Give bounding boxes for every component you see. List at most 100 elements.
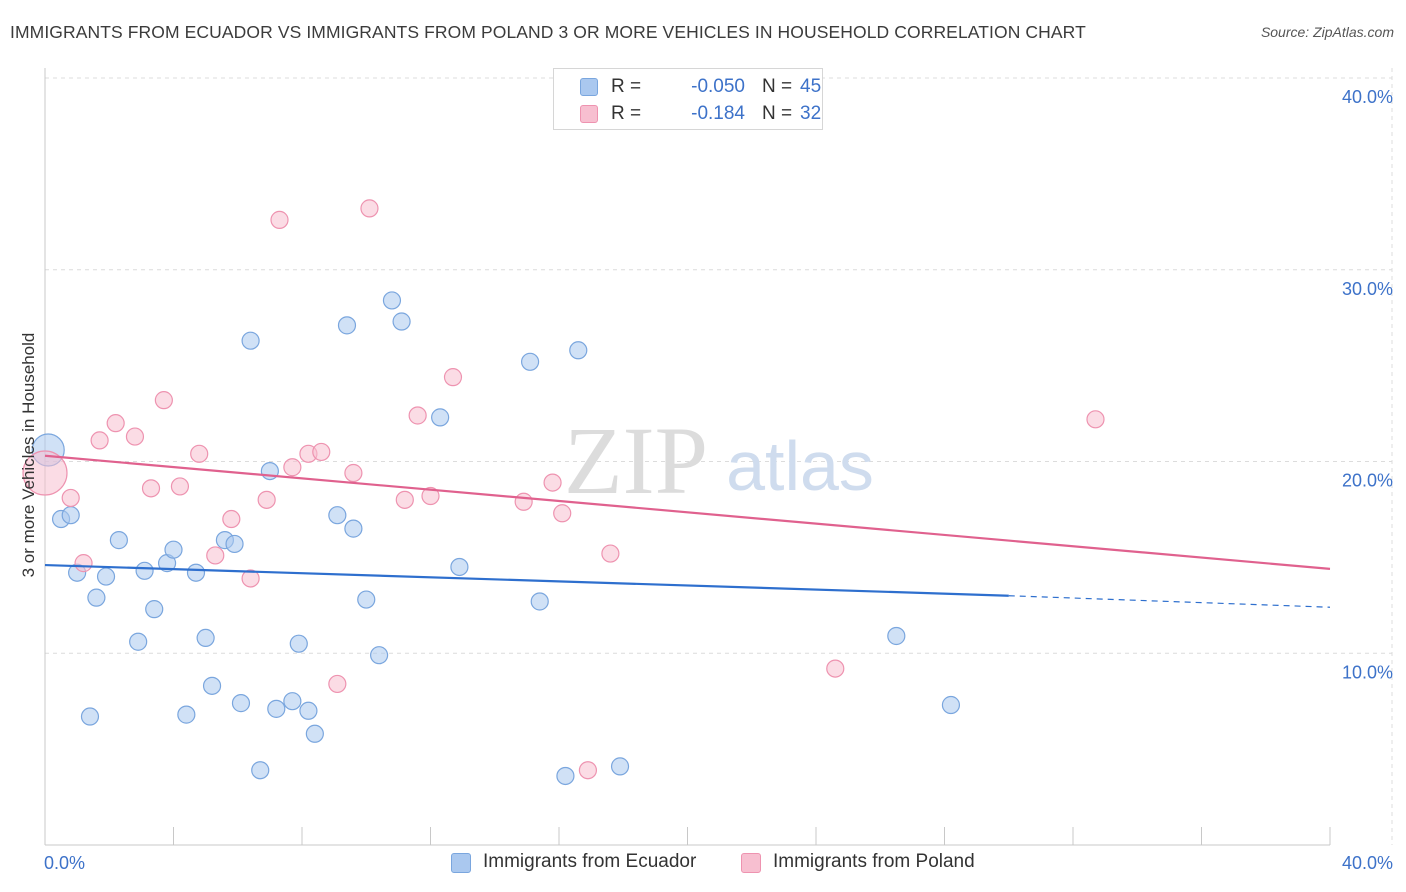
watermark: ZIP atlas bbox=[564, 407, 874, 514]
point-poland bbox=[408, 406, 427, 425]
point-poland bbox=[360, 199, 379, 218]
legend-n-label: N = bbox=[762, 76, 793, 97]
point-poland bbox=[270, 210, 289, 229]
point-poland bbox=[344, 463, 363, 483]
point-ecuador bbox=[530, 592, 549, 611]
point-poland bbox=[543, 473, 562, 492]
point-poland bbox=[90, 431, 109, 450]
point-ecuador bbox=[96, 567, 116, 586]
point-ecuador bbox=[941, 695, 961, 715]
y-tick-label: 40.0% bbox=[1342, 87, 1393, 107]
point-poland bbox=[141, 479, 161, 498]
point-ecuador bbox=[145, 600, 164, 619]
point-poland bbox=[578, 761, 598, 780]
point-ecuador bbox=[135, 561, 154, 580]
point-ecuador bbox=[357, 590, 376, 609]
point-ecuador bbox=[129, 632, 148, 651]
legend-r-label: R = bbox=[611, 103, 642, 124]
point-poland bbox=[514, 492, 533, 511]
stats-legend: R = -0.050 N = 45 R = -0.184 N = 32 bbox=[553, 68, 823, 130]
point-poland bbox=[395, 490, 414, 509]
legend-r-value: -0.184 bbox=[691, 103, 745, 124]
tick-labels: 10.0% 20.0% 30.0% 40.0% 0.0% 40.0% bbox=[44, 87, 1393, 873]
point-poland bbox=[312, 442, 331, 462]
point-ecuador bbox=[520, 352, 540, 371]
trend-lines bbox=[44, 454, 1331, 608]
point-poland bbox=[125, 427, 145, 446]
point-poland bbox=[154, 391, 173, 410]
point-poland bbox=[283, 458, 302, 477]
point-poland bbox=[1086, 410, 1105, 429]
point-ecuador bbox=[202, 676, 222, 695]
grid-lines bbox=[45, 68, 1393, 845]
legend-swatch-poland bbox=[580, 105, 598, 123]
point-ecuador bbox=[231, 694, 251, 713]
legend-swatch-ecuador bbox=[580, 78, 598, 96]
legend-r-value: -0.050 bbox=[691, 76, 745, 97]
point-poland bbox=[61, 488, 80, 508]
x-tick-label: 0.0% bbox=[44, 853, 85, 873]
point-poland bbox=[443, 368, 463, 387]
point-ecuador bbox=[344, 519, 363, 538]
point-ecuador bbox=[87, 588, 106, 607]
point-poland bbox=[190, 444, 209, 463]
point-poland bbox=[601, 544, 620, 563]
point-poland bbox=[328, 674, 347, 694]
point-ecuador bbox=[382, 291, 402, 310]
point-ecuador bbox=[186, 563, 206, 582]
point-ecuador bbox=[328, 506, 347, 525]
point-ecuador bbox=[337, 316, 357, 335]
y-tick-label: 30.0% bbox=[1342, 279, 1393, 299]
point-poland bbox=[257, 490, 276, 509]
point-ecuador bbox=[283, 692, 302, 711]
y-tick-label: 10.0% bbox=[1342, 662, 1393, 682]
x-tick-label: 40.0% bbox=[1342, 853, 1393, 873]
point-ecuador bbox=[299, 701, 318, 720]
point-ecuador bbox=[289, 634, 308, 653]
point-poland bbox=[553, 504, 572, 523]
point-ecuador bbox=[556, 766, 575, 786]
point-ecuador bbox=[267, 699, 286, 718]
bottom-legend-swatch-ecuador bbox=[451, 853, 471, 873]
chart-title: IMMIGRANTS FROM ECUADOR VS IMMIGRANTS FR… bbox=[10, 22, 1086, 42]
point-poland bbox=[74, 554, 93, 573]
point-ecuador bbox=[392, 312, 411, 331]
point-ecuador bbox=[196, 628, 215, 648]
point-poland bbox=[206, 546, 225, 565]
point-poland bbox=[106, 414, 125, 433]
y-axis-label: 3 or more Vehicles in Household bbox=[19, 333, 38, 578]
trendline-ecuador-extension bbox=[1008, 595, 1331, 608]
point-ecuador bbox=[80, 707, 100, 726]
point-ecuador bbox=[164, 540, 183, 559]
y-tick-label: 20.0% bbox=[1342, 471, 1393, 491]
point-poland bbox=[421, 486, 440, 506]
point-ecuador bbox=[61, 506, 80, 525]
legend-r-label: R = bbox=[611, 76, 642, 97]
trendline-ecuador bbox=[44, 563, 1009, 597]
point-poland bbox=[241, 569, 260, 588]
point-ecuador bbox=[370, 646, 389, 665]
point-ecuador bbox=[887, 626, 906, 646]
trendline-poland bbox=[44, 454, 1331, 570]
point-ecuador bbox=[177, 705, 196, 724]
point-ecuador bbox=[431, 408, 450, 427]
point-poland bbox=[826, 659, 845, 678]
bottom-legend-label-ecuador: Immigrants from Ecuador bbox=[483, 851, 697, 872]
point-ecuador bbox=[241, 331, 260, 350]
point-ecuador bbox=[251, 761, 270, 780]
watermark-zip: ZIP bbox=[564, 407, 708, 514]
point-ecuador bbox=[610, 757, 630, 776]
bottom-legend-swatch-poland bbox=[741, 853, 761, 873]
point-ecuador bbox=[569, 341, 588, 360]
legend-n-value: 32 bbox=[800, 103, 822, 124]
watermark-atlas: atlas bbox=[726, 427, 874, 505]
bottom-legend-label-poland: Immigrants from Poland bbox=[773, 851, 975, 872]
data-points bbox=[22, 199, 1105, 786]
point-ecuador bbox=[450, 557, 469, 577]
point-ecuador bbox=[225, 534, 244, 554]
legend-n-value: 45 bbox=[800, 76, 822, 97]
point-ecuador bbox=[305, 724, 324, 743]
point-poland bbox=[170, 477, 190, 496]
point-poland bbox=[222, 509, 241, 529]
